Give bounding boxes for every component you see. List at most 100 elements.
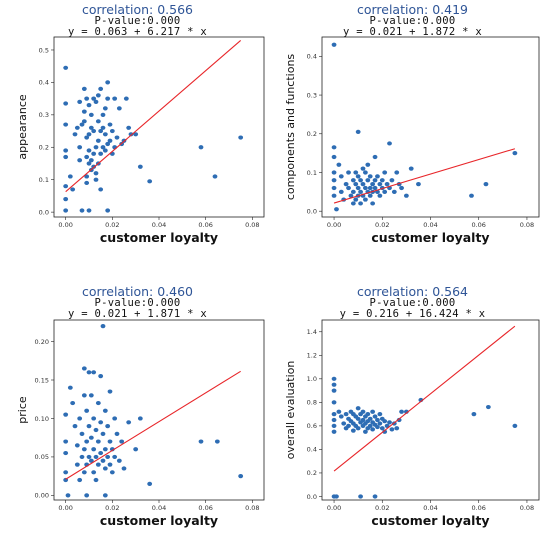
data-point: [396, 417, 402, 423]
data-point: [372, 178, 378, 183]
data-point: [86, 370, 92, 375]
x-axis-label: customer loyalty: [371, 230, 489, 245]
data-point: [77, 158, 83, 163]
data-point: [105, 424, 111, 429]
regression-line: [65, 370, 241, 480]
chart-panel-4: correlation: 0.564 P-value:0.000 y = 0.2…: [275, 268, 550, 535]
x-tick-label: 0.06: [471, 504, 485, 512]
data-point: [343, 412, 349, 417]
data-point: [63, 439, 69, 444]
data-point: [331, 145, 337, 150]
y-tick-label: 0.05: [35, 453, 49, 461]
data-point: [331, 423, 337, 428]
data-point: [77, 145, 83, 150]
x-tick-label: 0.02: [375, 504, 389, 512]
data-point: [355, 174, 361, 179]
data-point: [133, 447, 139, 452]
x-tick-label: 0.04: [152, 504, 166, 512]
chart-panel-1: correlation: 0.566 P-value:0.000 y = 0.0…: [0, 0, 275, 268]
data-point: [107, 138, 113, 143]
data-point: [84, 135, 90, 140]
data-point: [105, 208, 111, 213]
data-point: [375, 424, 380, 430]
data-point: [102, 447, 108, 452]
data-point: [377, 412, 383, 417]
data-point: [355, 129, 361, 134]
data-point: [98, 450, 104, 456]
y-tick-label: 0.2: [39, 144, 49, 152]
data-point: [214, 439, 220, 444]
data-point: [81, 366, 87, 371]
data-point: [343, 181, 349, 187]
data-point: [331, 417, 337, 423]
y-tick-label: 0.0: [39, 208, 49, 216]
data-point: [469, 193, 474, 198]
regression-line: [333, 148, 516, 204]
data-point: [86, 454, 92, 460]
x-tick-label: 0.00: [58, 221, 72, 229]
data-point: [105, 80, 111, 85]
data-point: [384, 181, 390, 187]
data-point: [387, 141, 392, 146]
data-point: [348, 193, 354, 198]
data-point: [79, 122, 85, 127]
x-axis-label: customer loyalty: [371, 513, 489, 528]
data-point: [91, 128, 97, 134]
data-point: [86, 103, 92, 108]
data-point: [367, 193, 373, 198]
data-point: [86, 424, 92, 429]
y-tick-label: 0.1: [307, 169, 317, 177]
data-point: [74, 125, 80, 130]
data-point: [91, 370, 97, 375]
chart-3-title: correlation: 0.460: [81, 284, 194, 299]
data-point: [63, 197, 69, 202]
data-point: [331, 400, 337, 405]
data-point: [147, 481, 153, 486]
data-point: [86, 148, 92, 153]
data-point: [88, 393, 94, 398]
data-point: [367, 174, 373, 179]
data-point: [363, 429, 368, 434]
data-point: [365, 412, 371, 417]
data-point: [375, 174, 380, 179]
data-point: [93, 145, 99, 150]
data-point: [377, 181, 383, 187]
data-point: [379, 178, 385, 183]
data-point: [107, 122, 113, 127]
data-point: [79, 208, 85, 213]
data-point: [63, 122, 69, 127]
x-tick-label: 0.02: [105, 504, 119, 512]
data-point: [338, 174, 344, 179]
data-point: [471, 412, 477, 417]
data-point: [88, 458, 94, 463]
y-axis-label: price: [16, 396, 29, 424]
data-point: [350, 178, 356, 183]
data-point: [70, 187, 76, 192]
data-point: [81, 447, 87, 452]
data-point: [355, 406, 361, 411]
data-point: [336, 409, 342, 414]
data-point: [346, 170, 351, 175]
chart-2-pvalue: P-value:0.000: [369, 15, 456, 27]
data-point: [63, 154, 69, 160]
data-point: [70, 400, 76, 406]
data-point: [112, 96, 118, 101]
data-point: [84, 174, 90, 179]
data-point: [365, 162, 371, 167]
chart-1-title: correlation: 0.566: [81, 2, 194, 17]
y-tick-label: 0.1: [39, 176, 49, 184]
data-point: [81, 86, 87, 91]
data-point: [81, 470, 87, 475]
data-point: [353, 197, 359, 202]
data-point: [382, 189, 388, 194]
x-tick-label: 0.04: [423, 221, 437, 229]
data-point: [98, 420, 104, 425]
data-point: [377, 193, 383, 198]
y-tick-label: 0.4: [307, 446, 317, 454]
data-point: [86, 208, 92, 213]
data-point: [100, 145, 106, 150]
chart-4-title: correlation: 0.564: [356, 284, 469, 299]
y-tick-label: 0.4: [39, 79, 49, 87]
data-point: [350, 428, 356, 433]
data-point: [331, 154, 337, 160]
